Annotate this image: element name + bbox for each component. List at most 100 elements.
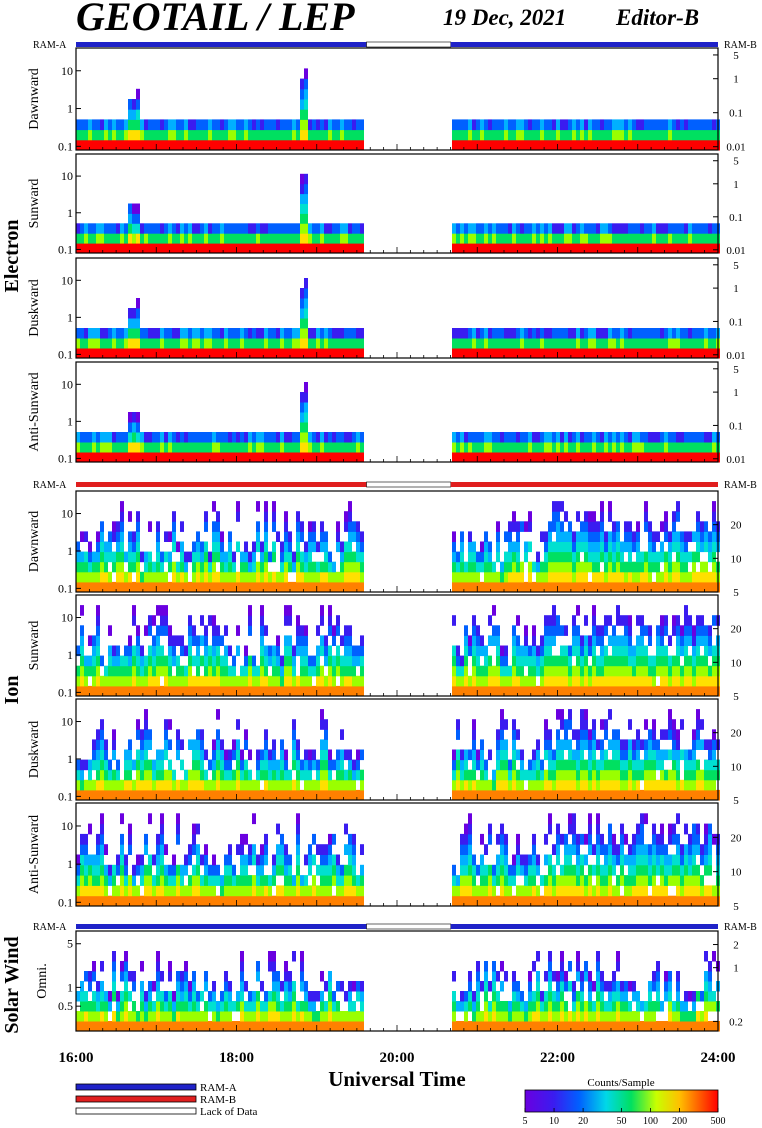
spectrogram-cell [644, 645, 648, 657]
spectrogram-cell [248, 551, 252, 563]
spectrogram-cell [140, 442, 144, 453]
spectrogram-cell [304, 392, 308, 403]
spectrogram-cell [500, 119, 504, 131]
spectrogram-cell [584, 729, 588, 740]
spectrogram-cell [312, 139, 316, 151]
spectrogram-cell [324, 759, 328, 771]
spectrogram-cell [540, 233, 544, 244]
spectrogram-cell [564, 665, 568, 677]
spectrogram-cell [196, 119, 200, 131]
spectrogram-cell [652, 561, 656, 573]
spectrogram-cell [320, 895, 324, 907]
spectrogram-cell [464, 685, 468, 697]
spectrogram-cell [156, 571, 160, 583]
spectrogram-cell [452, 665, 456, 677]
spectrogram-cell [324, 233, 328, 244]
spectrogram-cell [500, 655, 504, 667]
spectrogram-cell [528, 779, 532, 791]
spectrogram-cell [108, 759, 112, 771]
spectrogram-cell [640, 551, 644, 563]
spectrogram-cell [116, 348, 120, 359]
spectrogram-cell [160, 685, 164, 697]
spectrogram-cell [296, 645, 300, 657]
spectrogram-cell [672, 729, 676, 740]
spectrogram-cell [292, 561, 296, 573]
spectrogram-cell [156, 675, 160, 687]
spectrogram-cell [568, 581, 572, 593]
spectrogram-cell [508, 442, 512, 453]
spectrogram-cell [344, 625, 348, 636]
spectrogram-cell [488, 233, 492, 244]
spectrogram-cell [596, 119, 600, 131]
spectrogram-cell [540, 119, 544, 131]
spectrogram-cell [232, 769, 236, 781]
spectrogram-cell [76, 243, 80, 254]
spectrogram-cell [624, 243, 628, 254]
spectrogram-cell [576, 625, 580, 636]
ram-left-label: RAM-A [33, 40, 67, 51]
spectrogram-cell [632, 739, 636, 750]
spectrogram-cell [168, 719, 172, 730]
spectrogram-cell [576, 119, 580, 131]
spectrogram-cell [88, 779, 92, 791]
spectrogram-cell [84, 442, 88, 453]
spectrogram-cell [168, 665, 172, 677]
spectrogram-cell [344, 223, 348, 234]
spectrogram-cell [336, 864, 340, 876]
spectrogram-cell [560, 779, 564, 791]
spectrogram-cell [208, 885, 212, 897]
spectrogram-cell [544, 432, 548, 443]
spectrogram-cell [168, 581, 172, 593]
spectrogram-cell [316, 432, 320, 443]
spectrogram-cell [644, 551, 648, 563]
spectrogram-cell [304, 213, 308, 224]
spectrogram-cell [236, 571, 240, 583]
spectrogram-cell [484, 541, 488, 553]
spectrogram-cell [480, 685, 484, 697]
spectrogram-cell [308, 581, 312, 593]
spectrogram-cell [172, 635, 176, 646]
spectrogram-cell [552, 243, 556, 254]
spectrogram-cell [612, 645, 616, 657]
spectrogram-cell [192, 779, 196, 791]
spectrogram-cell [136, 854, 140, 866]
spectrogram-cell [184, 864, 188, 876]
spectrogram-cell [264, 854, 268, 866]
spectrogram-cell [472, 442, 476, 453]
spectrogram-cell [84, 223, 88, 234]
spectrogram-cell [200, 338, 204, 349]
spectrogram-cell [180, 759, 184, 771]
spectrogram-cell [128, 844, 132, 855]
spectrogram-cell [272, 571, 276, 583]
ram-bar-segment [450, 924, 718, 929]
spectrogram-cell [104, 769, 108, 781]
spectrogram-cell [96, 779, 100, 791]
spectrogram-cell [80, 581, 84, 593]
spectrogram-cell [336, 119, 340, 131]
spectrogram-cell [308, 432, 312, 443]
spectrogram-cell [512, 233, 516, 244]
spectrogram-cell [284, 561, 288, 573]
spectrogram-cell [596, 571, 600, 583]
spectrogram-cell [552, 348, 556, 359]
spectrogram-cell [588, 665, 592, 677]
spectrogram-cell [712, 442, 716, 453]
spectrogram-cell [548, 233, 552, 244]
spectrogram-cell [616, 675, 620, 687]
spectrogram-cell [480, 635, 484, 646]
spectrogram-cell [280, 442, 284, 453]
spectrogram-cell [100, 432, 104, 443]
spectrogram-cell [636, 119, 640, 131]
spectrogram-cell [624, 119, 628, 131]
spectrogram-cell [696, 328, 700, 339]
spectrogram-cell [128, 823, 132, 835]
spectrogram-cell [304, 769, 308, 781]
spectrogram-cell [324, 729, 328, 740]
spectrogram-cell [472, 139, 476, 151]
spectrogram-cell [628, 551, 632, 563]
spectrogram-cell [92, 645, 96, 657]
spectrogram-cell [188, 223, 192, 234]
spectrogram-cell [472, 739, 476, 750]
spectrogram-cell [700, 739, 704, 750]
